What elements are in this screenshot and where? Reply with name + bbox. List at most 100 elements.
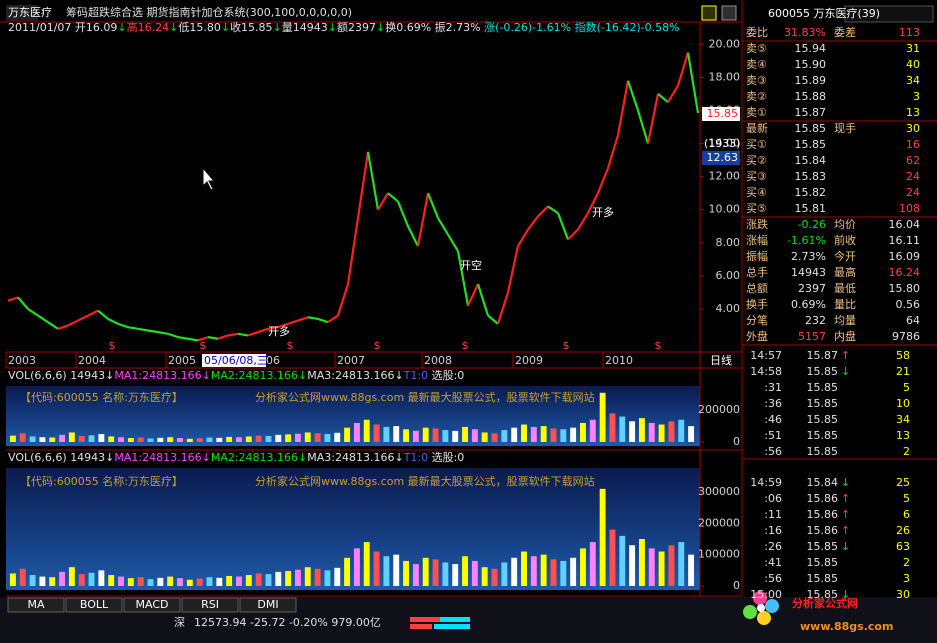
price-segment (456, 250, 470, 306)
trade-time: :16 (764, 524, 782, 537)
signal-annotation: 开空 (460, 258, 482, 272)
price-segment (346, 217, 360, 285)
y-tick-label: 8.00 (716, 236, 741, 249)
volume-bar (393, 554, 400, 586)
volume-bar (304, 567, 311, 586)
tab-label[interactable]: BOLL (80, 598, 109, 611)
volume-bar (412, 430, 419, 442)
trade-time: :56 (764, 572, 782, 585)
price-segment (626, 80, 640, 111)
quote-cell: 31.83% (784, 26, 826, 39)
quote-cell: 量比 (834, 298, 856, 311)
price-segment (187, 337, 199, 342)
volume-bar (678, 542, 685, 586)
volume-bar (589, 419, 596, 442)
volume-bar (196, 578, 203, 586)
volume-bar (638, 418, 645, 442)
status-index: 12573.94 -25.72 -0.20% 979.00亿 (194, 616, 381, 629)
price-segment (177, 336, 189, 340)
quote-cell: 14943 (791, 266, 826, 279)
volume-bar (570, 427, 577, 442)
text-segment: MA3:24813.166↓ (307, 451, 403, 464)
volume-bar (501, 430, 508, 442)
volume-bar (540, 554, 547, 586)
trade-time: :11 (764, 508, 782, 521)
volume-bar (137, 437, 144, 442)
quote-cell: 3 (913, 90, 920, 103)
text-segment: ↓ (221, 21, 230, 34)
trade-time: 14:59 (750, 476, 782, 489)
volume-bar (530, 556, 537, 586)
volume-bar (285, 434, 292, 442)
tab[interactable] (7, 597, 65, 613)
volume-bar (147, 438, 154, 442)
cost-tag: (1933) (704, 137, 741, 150)
volume-bar (177, 438, 183, 442)
watermark: 【代码:600055 名称:万东医疗】 (20, 474, 183, 488)
trade-direction: ↑ (841, 524, 850, 537)
text-segment: T1:0 (403, 369, 432, 382)
stock-name: 万东医疗 (8, 5, 52, 19)
trade-price: 15.85 (807, 572, 839, 585)
period-label: 日线 (710, 353, 732, 367)
volume-bar (344, 427, 351, 442)
quote-cell: 15.85 (795, 122, 827, 135)
quote-cell: 前收 (834, 233, 856, 247)
y-tick-label: 6.00 (716, 269, 741, 282)
quote-cell: 换手 (746, 297, 768, 311)
volume-bar (304, 432, 311, 442)
volume-bar (19, 433, 26, 442)
price-segment (496, 292, 510, 325)
trade-price: 15.85 (807, 397, 839, 410)
trade-direction: ↓ (841, 365, 850, 378)
volume-bar (147, 579, 154, 586)
volume-bar (403, 560, 410, 586)
tab-label[interactable]: MA (27, 598, 44, 611)
volume-bar (137, 577, 144, 586)
price-segment (327, 314, 339, 324)
price-segment (107, 317, 119, 325)
trade-volume: 30 (896, 588, 910, 601)
volume-bar (373, 424, 380, 442)
volume-bar (334, 432, 341, 442)
tab[interactable] (181, 597, 239, 613)
volume-bar (59, 571, 66, 586)
volume-bar (19, 568, 26, 586)
signal-annotation: 开多 (592, 205, 614, 219)
volume-bar (226, 436, 233, 442)
volume-bar (9, 435, 16, 442)
status-blocks (410, 617, 470, 629)
tab[interactable] (239, 597, 297, 613)
volume-bar (570, 557, 577, 586)
x-tick-label: 2009 (515, 354, 543, 367)
tab-label[interactable]: DMI (257, 598, 278, 611)
quote-cell: 232 (805, 314, 826, 327)
quote-cell: 15.83 (795, 170, 827, 183)
volume-bar (648, 422, 655, 442)
quote-cell: 2397 (798, 282, 826, 295)
volume-bar (49, 437, 56, 442)
tab[interactable] (123, 597, 181, 613)
quote-cell: 振幅 (746, 249, 768, 263)
quote-cell: 买② (746, 154, 767, 167)
trade-price: 15.85 (807, 556, 839, 569)
volume-bar (285, 570, 292, 586)
toolbar-icon[interactable] (701, 5, 717, 21)
y-tick-label: 4.00 (716, 302, 741, 315)
tab[interactable] (65, 597, 123, 613)
volume-bar (668, 545, 675, 586)
price-segment (97, 309, 109, 320)
price-tag-box (702, 107, 740, 121)
quote-cell: 总额 (746, 281, 768, 295)
price-segment (127, 326, 139, 330)
tab-label[interactable]: MACD (136, 598, 169, 611)
volume-bar (491, 433, 498, 442)
trade-direction: ↑ (841, 349, 850, 362)
toolbar-icon[interactable] (721, 5, 737, 21)
price-segment (147, 329, 159, 334)
logo-icon (743, 591, 779, 625)
volume-bar (363, 419, 370, 442)
tab-label[interactable]: RSI (201, 598, 219, 611)
price-segment (616, 80, 630, 136)
volume-bar (678, 419, 685, 442)
